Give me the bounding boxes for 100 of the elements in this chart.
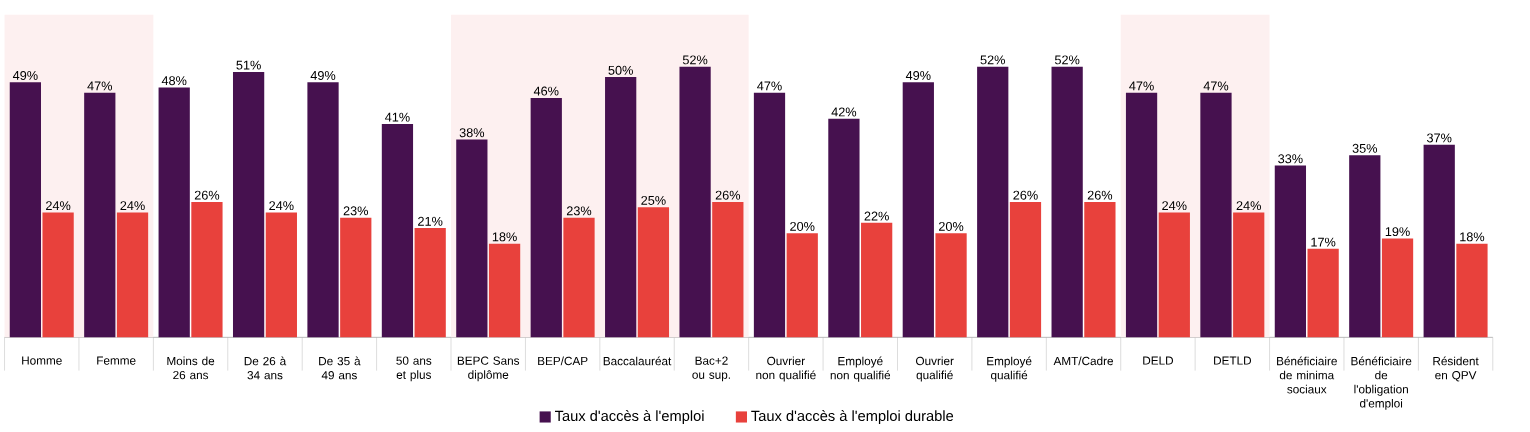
bar bbox=[1051, 66, 1083, 338]
x-tick-label: De 35 à 49 ans bbox=[319, 356, 361, 380]
data-label: 21% bbox=[418, 216, 443, 226]
bar bbox=[414, 228, 446, 338]
bar bbox=[84, 92, 116, 338]
bar bbox=[456, 139, 488, 338]
data-label: 24% bbox=[1236, 201, 1261, 211]
data-label: 47% bbox=[1129, 81, 1154, 91]
data-label: 26% bbox=[715, 190, 741, 200]
data-label: 41% bbox=[385, 112, 410, 122]
bar bbox=[307, 82, 339, 338]
data-label: 25% bbox=[641, 196, 666, 206]
bar bbox=[605, 77, 637, 338]
x-tick-label: 50 ans et plus bbox=[396, 356, 432, 382]
bar bbox=[712, 202, 744, 338]
data-label: 48% bbox=[161, 76, 187, 86]
data-label: 46% bbox=[533, 86, 559, 96]
bar bbox=[1200, 92, 1232, 338]
data-label: 24% bbox=[120, 201, 145, 211]
data-label: 49% bbox=[310, 71, 336, 81]
data-label: 24% bbox=[1162, 201, 1187, 211]
data-label: 52% bbox=[980, 55, 1005, 65]
bar bbox=[1125, 92, 1158, 338]
x-tick-label: Bénéficiaire de minima sociaux bbox=[1277, 356, 1337, 394]
bar bbox=[116, 212, 149, 338]
data-label: 52% bbox=[682, 55, 708, 65]
x-tick-label: BEPC Sans diplôme bbox=[457, 356, 520, 382]
legend-label: Taux d'accès à l'emploi durable bbox=[751, 410, 954, 425]
data-label: 18% bbox=[1460, 232, 1485, 242]
data-label: 22% bbox=[864, 211, 889, 221]
data-label: 50% bbox=[608, 65, 633, 75]
bar bbox=[1084, 202, 1116, 338]
data-label: 26% bbox=[194, 190, 220, 200]
bar bbox=[637, 207, 670, 338]
x-tick-label: Femme bbox=[97, 356, 136, 365]
x-tick-label: De 26 à 34 ans bbox=[244, 356, 287, 380]
bar bbox=[340, 217, 372, 338]
data-label: 47% bbox=[87, 81, 113, 91]
x-tick-label: Résident en QPV bbox=[1433, 356, 1479, 382]
x-tick-label: DETLD bbox=[1214, 356, 1252, 365]
data-label: 20% bbox=[790, 222, 815, 232]
x-tick-label: Homme bbox=[22, 356, 62, 365]
data-label: 26% bbox=[1087, 190, 1113, 200]
data-label: 38% bbox=[459, 128, 485, 138]
bar bbox=[191, 202, 223, 338]
bar bbox=[42, 212, 74, 338]
data-label: 20% bbox=[938, 222, 964, 232]
bar bbox=[265, 212, 297, 338]
data-label: 49% bbox=[905, 71, 931, 81]
bar bbox=[753, 92, 786, 338]
bar bbox=[1009, 202, 1042, 338]
data-label: 35% bbox=[1352, 144, 1378, 154]
bar bbox=[1423, 144, 1455, 338]
bar bbox=[1456, 243, 1488, 338]
data-label: 23% bbox=[343, 206, 369, 216]
bar bbox=[488, 243, 521, 338]
bar bbox=[977, 66, 1009, 338]
bar bbox=[1381, 238, 1414, 338]
data-label: 17% bbox=[1311, 237, 1336, 247]
bar bbox=[530, 98, 562, 338]
x-tick-label: Bac+2 ou sup. bbox=[692, 356, 730, 382]
data-label: 24% bbox=[46, 201, 71, 211]
data-label: 42% bbox=[831, 107, 857, 117]
bar bbox=[563, 217, 595, 338]
data-label: 24% bbox=[269, 201, 294, 211]
bar bbox=[1274, 165, 1307, 338]
data-label: 26% bbox=[1013, 190, 1038, 200]
data-label: 49% bbox=[12, 71, 38, 81]
data-label: 51% bbox=[236, 60, 261, 70]
bar bbox=[935, 233, 967, 338]
bar bbox=[861, 223, 893, 338]
x-tick-label: Baccalauréat bbox=[603, 356, 672, 366]
bar bbox=[381, 124, 414, 338]
bar bbox=[1349, 155, 1381, 338]
data-label: 33% bbox=[1278, 154, 1303, 164]
data-label: 37% bbox=[1426, 133, 1452, 143]
x-tick-label: Employé qualifié bbox=[987, 356, 1032, 382]
bar bbox=[158, 87, 190, 338]
bar bbox=[679, 66, 711, 338]
data-label: 18% bbox=[492, 232, 517, 242]
x-tick-label: Employé non qualifié bbox=[830, 356, 891, 382]
legend-label: Taux d'accès à l'emploi bbox=[554, 410, 704, 425]
bar bbox=[902, 82, 934, 338]
bar bbox=[9, 82, 41, 338]
data-label: 47% bbox=[757, 81, 782, 91]
bar bbox=[1233, 212, 1265, 338]
bar bbox=[232, 72, 265, 338]
bar bbox=[1158, 212, 1190, 338]
bar bbox=[1307, 249, 1339, 338]
data-label: 52% bbox=[1054, 55, 1080, 65]
x-tick-label: Moins de 26 ans bbox=[167, 356, 215, 380]
x-tick-label: DELD bbox=[1143, 356, 1174, 365]
data-label: 47% bbox=[1203, 81, 1229, 91]
data-label: 23% bbox=[566, 206, 592, 216]
bar bbox=[786, 233, 818, 338]
x-tick-label: BEP/CAP bbox=[538, 356, 588, 366]
x-tick-label: Ouvrier qualifié bbox=[916, 356, 954, 382]
x-tick-label: Ouvrier non qualifié bbox=[756, 356, 816, 382]
data-label: 19% bbox=[1385, 227, 1410, 237]
bar bbox=[828, 118, 860, 338]
